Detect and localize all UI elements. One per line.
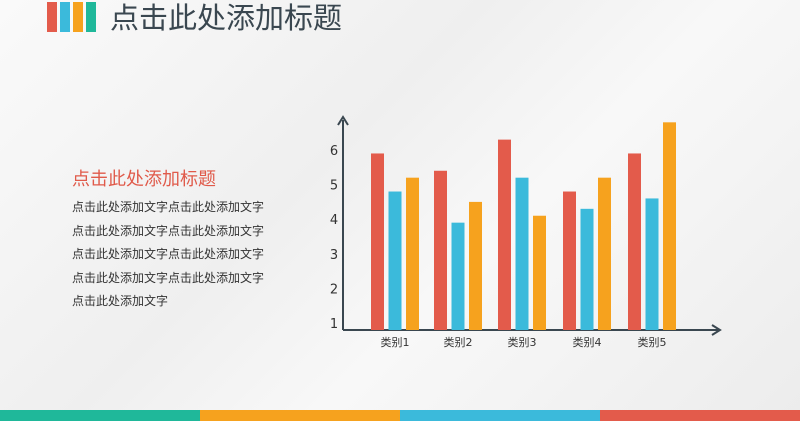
logo-bar [60,2,70,32]
y-tick-label: 5 [330,179,338,194]
body-line: 点击此处添加文字点击此处添加文字 [72,200,265,214]
body-line: 点击此处添加文字点击此处添加文字 [72,247,265,262]
logo-bar [47,2,57,32]
bar [406,177,419,330]
body-line: 点击此处添加文字点击此处添加文字 [72,270,265,285]
x-tick-label: 类别4 [573,335,602,349]
footer-strip [600,410,800,421]
bar [580,208,594,330]
x-tick-label: 类别3 [508,335,537,349]
footer-strip [400,410,600,421]
y-tick-label: 3 [330,248,338,263]
logo-bar [73,2,83,32]
y-tick-label: 4 [330,213,338,228]
y-tick-label: 1 [330,317,338,332]
y-axis-arrow [337,115,349,126]
bar [563,191,576,330]
bar [371,153,384,330]
bar [498,139,511,330]
x-tick-label: 类别1 [381,335,410,349]
subtitle[interactable]: 点击此处添加标题 [72,169,216,190]
y-tick-label: 2 [330,282,338,297]
bar [663,122,676,330]
x-tick-label: 类别5 [638,335,667,349]
footer-strip [0,410,200,421]
bar [515,177,529,330]
body-line: 点击此处添加文字点击此处添加文字 [72,223,265,238]
page-title[interactable]: 点击此处添加标题 [110,1,343,35]
bar [628,153,641,330]
x-tick-label: 类别2 [444,335,473,349]
bar [434,170,447,330]
body-text[interactable]: 点击此处添加文字点击此处添加文字 点击此处添加文字点击此处添加文字 点击此处添加… [72,196,297,314]
bar [533,215,546,330]
logo-bar [86,2,96,32]
bar [598,177,611,330]
bar [388,191,402,330]
bar [469,201,482,330]
bar [451,222,465,330]
y-tick-label: 6 [330,144,338,159]
logo-bars [47,2,96,32]
x-axis-arrow [711,324,722,336]
bar [645,198,659,330]
footer-strip [200,410,400,421]
body-line: 点击此处添加文字 [72,294,169,309]
